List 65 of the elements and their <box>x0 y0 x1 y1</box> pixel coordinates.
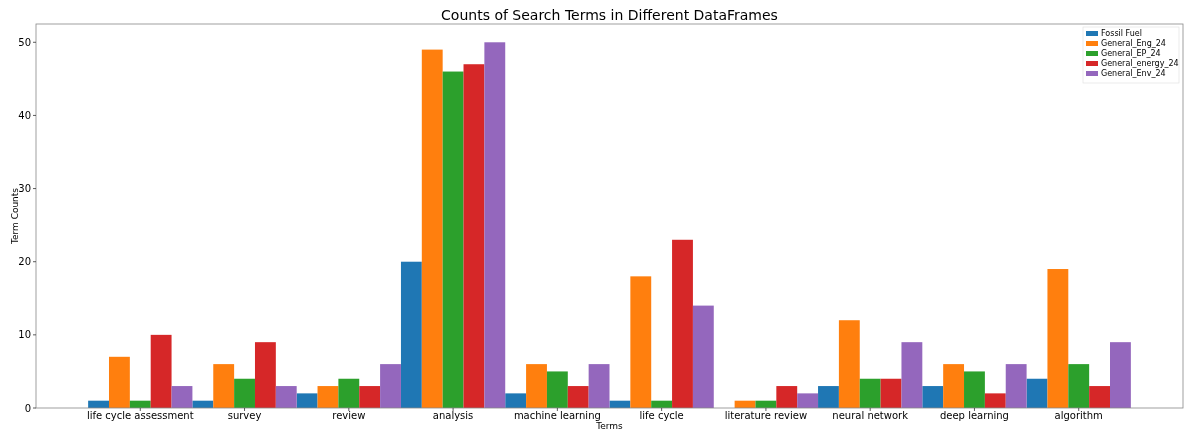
bar <box>859 378 881 408</box>
bar <box>838 320 860 408</box>
bar <box>1110 342 1131 408</box>
x-tick-label: neural network <box>832 410 909 421</box>
x-tick-label: algorithm <box>1054 410 1103 421</box>
x-tick-label: analysis <box>432 410 474 421</box>
bar <box>922 386 944 408</box>
bar <box>1068 364 1090 408</box>
bar <box>964 371 985 408</box>
bar <box>150 334 172 408</box>
bar <box>1026 378 1048 408</box>
bar <box>359 386 381 408</box>
x-axis-title: Terms <box>595 421 624 430</box>
bar <box>171 386 193 408</box>
legend-label: Fossil Fuel <box>1101 29 1142 38</box>
bar <box>1005 364 1027 408</box>
bar <box>338 378 360 408</box>
bar <box>692 305 714 408</box>
bar <box>984 393 1006 408</box>
bar <box>463 64 485 408</box>
legend-label: General_Env_24 <box>1101 69 1166 78</box>
bar <box>108 356 130 408</box>
x-tick-label: machine learning <box>513 410 601 421</box>
y-tick-label: 20 <box>18 256 31 268</box>
bar <box>588 364 610 408</box>
bar <box>421 49 443 408</box>
bar <box>213 364 235 408</box>
bar <box>901 342 923 408</box>
y-tick-label: 50 <box>18 36 31 48</box>
bar <box>630 276 652 408</box>
y-tick-label: 0 <box>24 402 31 414</box>
legend-label: General_EP_24 <box>1101 49 1161 58</box>
bar <box>442 71 464 408</box>
bar <box>672 239 693 408</box>
x-tick-label: literature review <box>724 410 808 421</box>
bar <box>317 386 339 408</box>
bar <box>526 364 547 408</box>
bar <box>880 378 902 408</box>
bar <box>275 386 297 408</box>
bar <box>400 261 422 408</box>
bar <box>234 378 255 408</box>
y-tick-label: 40 <box>18 109 31 121</box>
x-tick-label: survey <box>227 410 262 421</box>
x-tick-label: deep learning <box>939 410 1009 421</box>
x-tick-label: life cycle <box>639 410 684 421</box>
bar <box>484 42 506 408</box>
bar <box>1089 386 1110 408</box>
bar <box>567 386 589 408</box>
bar <box>254 342 276 408</box>
bar <box>818 386 839 408</box>
bar <box>546 371 568 408</box>
bar <box>776 386 798 408</box>
y-tick-label: 10 <box>18 329 31 341</box>
y-tick-label: 30 <box>18 183 31 195</box>
chart-title: Counts of Search Terms in Different DataFrames <box>441 7 778 23</box>
legend-label: General_energy_24 <box>1101 59 1179 68</box>
bar <box>797 393 819 408</box>
bar <box>505 393 527 408</box>
bar <box>1047 269 1069 408</box>
x-tick-label: review <box>332 410 366 421</box>
x-tick-label: life cycle assessment <box>86 410 194 421</box>
bar <box>380 364 401 408</box>
bar <box>296 393 318 408</box>
legend-label: General_Eng_24 <box>1101 39 1166 48</box>
bar <box>943 364 965 408</box>
